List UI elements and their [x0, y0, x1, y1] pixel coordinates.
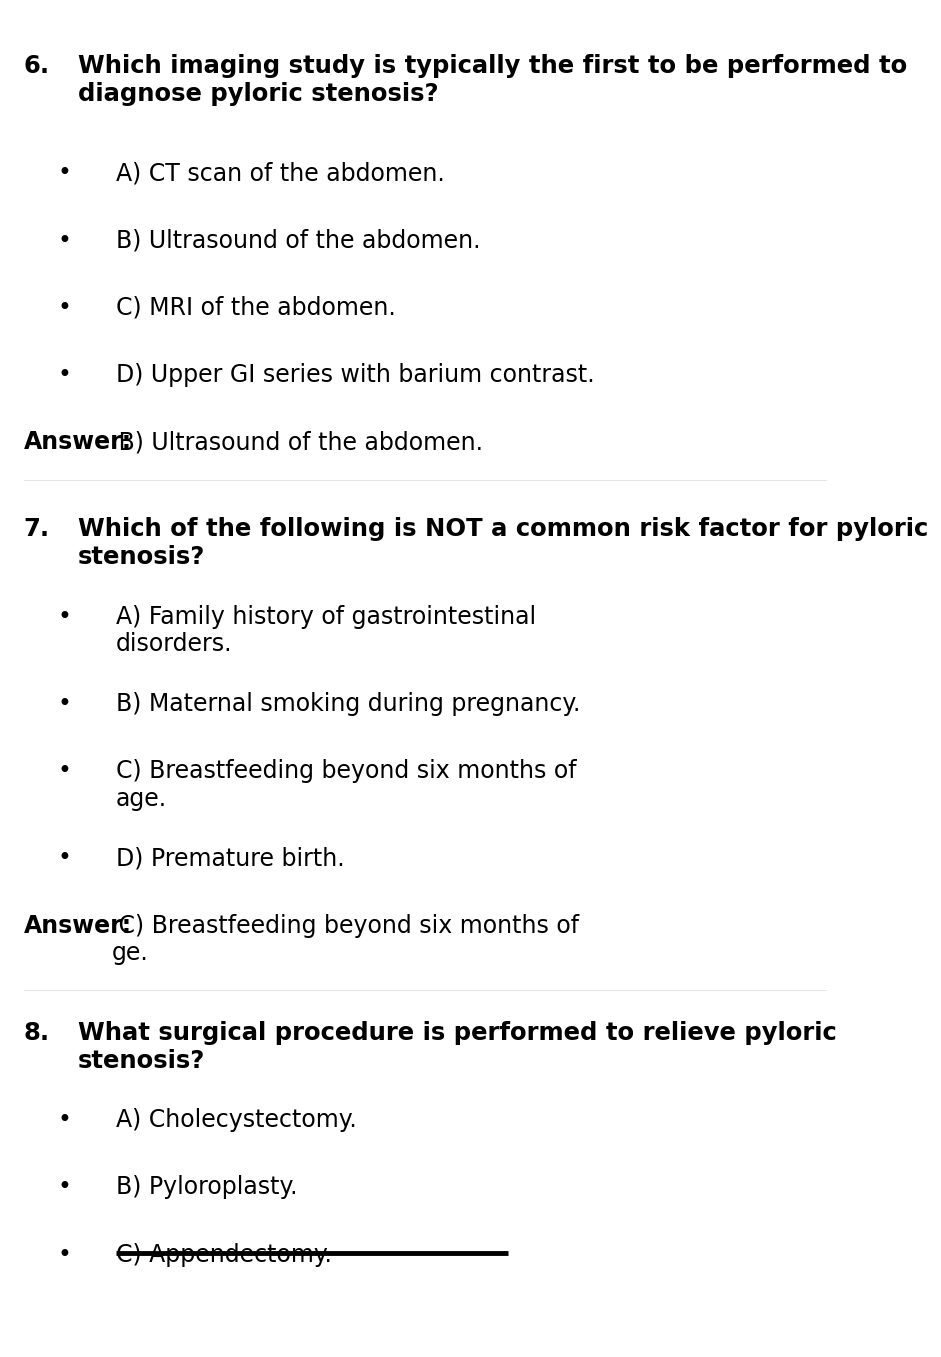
- Text: 6.: 6.: [24, 54, 50, 77]
- Text: •: •: [57, 228, 71, 252]
- Text: What surgical procedure is performed to relieve pyloric stenosis?: What surgical procedure is performed to …: [78, 1020, 837, 1073]
- Text: •: •: [57, 296, 71, 320]
- Text: C) Breastfeeding beyond six months of
ge.: C) Breastfeeding beyond six months of ge…: [111, 913, 580, 965]
- Text: B) Maternal smoking during pregnancy.: B) Maternal smoking during pregnancy.: [116, 692, 580, 716]
- Text: 7.: 7.: [24, 517, 50, 541]
- Text: Which imaging study is typically the first to be performed to diagnose pyloric s: Which imaging study is typically the fir…: [78, 54, 907, 106]
- Text: B) Pyloroplasty.: B) Pyloroplasty.: [116, 1175, 297, 1200]
- Text: •: •: [57, 692, 71, 716]
- Text: D) Premature birth.: D) Premature birth.: [116, 847, 344, 870]
- Text: B) Ultrasound of the abdomen.: B) Ultrasound of the abdomen.: [116, 228, 480, 252]
- Text: •: •: [57, 1109, 71, 1132]
- Text: Which of the following is NOT a common risk factor for pyloric stenosis?: Which of the following is NOT a common r…: [78, 517, 928, 569]
- Text: C) Appendectomy.: C) Appendectomy.: [116, 1243, 331, 1266]
- Text: •: •: [57, 1243, 71, 1266]
- Text: A) Family history of gastrointestinal
disorders.: A) Family history of gastrointestinal di…: [116, 605, 535, 657]
- Text: •: •: [57, 161, 71, 186]
- Text: C) Breastfeeding beyond six months of
age.: C) Breastfeeding beyond six months of ag…: [116, 759, 576, 811]
- Text: •: •: [57, 759, 71, 783]
- Text: B) Ultrasound of the abdomen.: B) Ultrasound of the abdomen.: [111, 430, 484, 455]
- Text: C) MRI of the abdomen.: C) MRI of the abdomen.: [116, 296, 395, 320]
- Text: A) Cholecystectomy.: A) Cholecystectomy.: [116, 1109, 357, 1132]
- Text: Answer:: Answer:: [24, 430, 132, 455]
- Text: •: •: [57, 605, 71, 628]
- Text: Answer:: Answer:: [24, 913, 132, 938]
- Text: D) Upper GI series with barium contrast.: D) Upper GI series with barium contrast.: [116, 362, 594, 387]
- Text: •: •: [57, 362, 71, 387]
- Text: •: •: [57, 847, 71, 870]
- Text: 8.: 8.: [24, 1020, 50, 1045]
- Text: A) CT scan of the abdomen.: A) CT scan of the abdomen.: [116, 161, 444, 186]
- Text: •: •: [57, 1175, 71, 1200]
